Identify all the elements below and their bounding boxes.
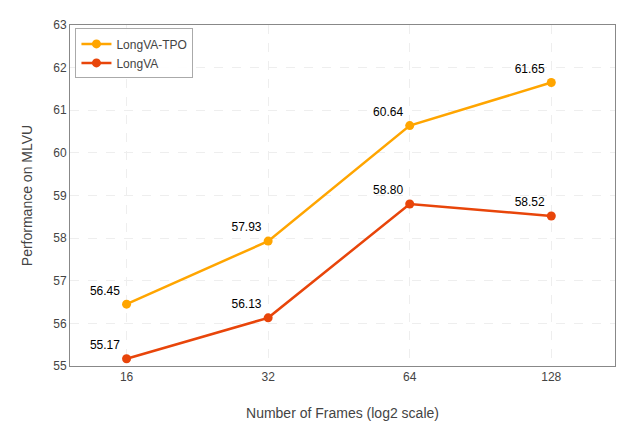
svg-text:56.13: 56.13 <box>231 297 261 311</box>
svg-text:LongVA: LongVA <box>116 57 158 71</box>
svg-text:57.93: 57.93 <box>231 220 261 234</box>
svg-text:128: 128 <box>541 370 561 384</box>
svg-text:61: 61 <box>53 103 67 117</box>
svg-text:60: 60 <box>53 146 67 160</box>
svg-text:58.52: 58.52 <box>515 195 545 209</box>
svg-text:61.65: 61.65 <box>515 62 545 76</box>
svg-text:Number of Frames (log2 scale): Number of Frames (log2 scale) <box>246 405 439 421</box>
svg-text:58.80: 58.80 <box>373 183 403 197</box>
svg-text:59: 59 <box>53 189 67 203</box>
svg-text:58: 58 <box>53 231 67 245</box>
svg-text:62: 62 <box>53 61 67 75</box>
svg-text:60.64: 60.64 <box>373 105 403 119</box>
svg-text:32: 32 <box>261 370 275 384</box>
svg-text:55: 55 <box>53 359 67 373</box>
svg-text:64: 64 <box>403 370 417 384</box>
svg-text:55.17: 55.17 <box>90 338 120 352</box>
svg-text:56.45: 56.45 <box>90 284 120 298</box>
svg-text:16: 16 <box>120 370 134 384</box>
svg-text:56: 56 <box>53 317 67 331</box>
svg-text:LongVA-TPO: LongVA-TPO <box>116 38 186 52</box>
svg-text:63: 63 <box>53 18 67 32</box>
svg-text:Performance on MLVU: Performance on MLVU <box>19 125 35 266</box>
svg-text:57: 57 <box>53 274 67 288</box>
